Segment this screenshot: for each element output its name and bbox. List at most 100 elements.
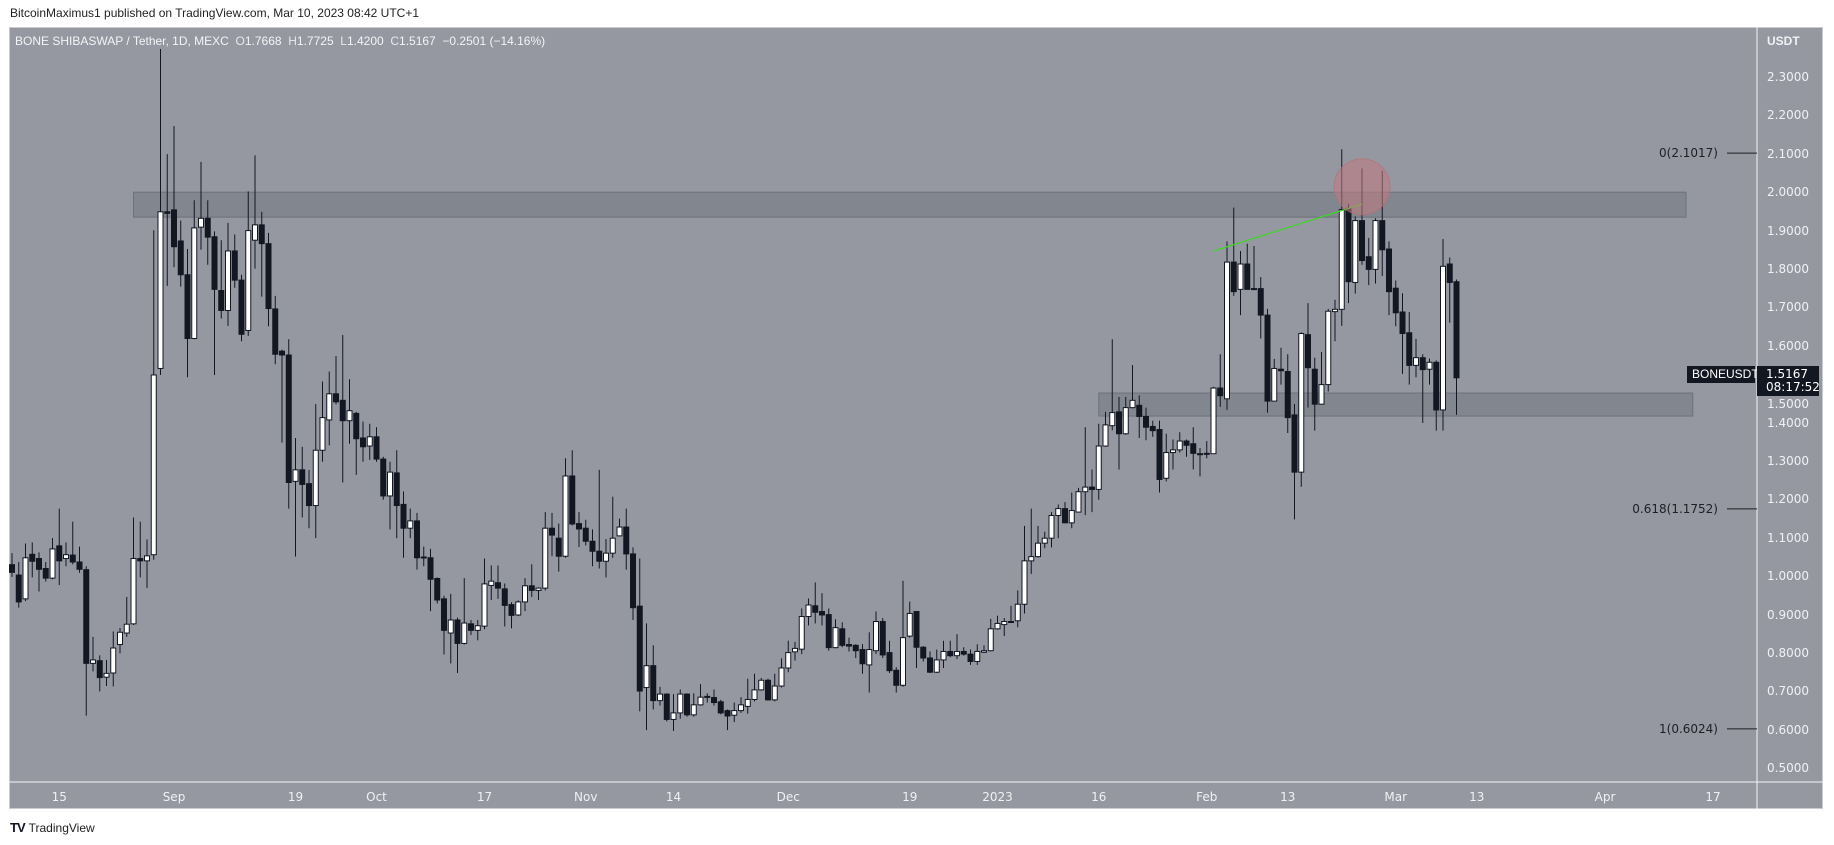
- bull-candle-body: [994, 622, 1001, 630]
- candle: [22, 543, 29, 602]
- bull-candle-body: [987, 628, 994, 652]
- bear-candle-body: [684, 693, 690, 716]
- candle: [1372, 218, 1379, 284]
- bear-candle-body: [1433, 361, 1440, 411]
- candle: [1075, 487, 1082, 513]
- bear-candle-body: [1345, 207, 1352, 283]
- candle: [839, 622, 846, 648]
- candle: [29, 542, 36, 578]
- bull-candle-body: [319, 417, 326, 451]
- candle: [562, 458, 569, 558]
- candle: [609, 496, 616, 558]
- bear-candle-body: [636, 605, 643, 692]
- bear-candle-body: [1453, 281, 1460, 379]
- price-tick-label: 0.8000: [1767, 646, 1809, 660]
- candle: [1102, 411, 1109, 447]
- bear-candle-body: [15, 574, 22, 603]
- candle: [967, 649, 974, 665]
- candle: [218, 240, 225, 319]
- bear-candle-body: [555, 537, 562, 557]
- time-tick-label: Nov: [574, 790, 598, 804]
- bull-candle-body: [933, 659, 940, 673]
- bear-candle-body: [184, 274, 191, 340]
- symbol-name: BONE SHIBASWAP / Tether, 1D, MEXC: [15, 34, 229, 48]
- bear-candle-body: [825, 614, 832, 649]
- symbol-price-tag: BONEUSDT: [1687, 366, 1759, 383]
- candle: [785, 640, 792, 673]
- bull-candle-body: [562, 475, 569, 557]
- candle: [137, 521, 144, 578]
- bear-candle-body: [1089, 486, 1095, 490]
- bear-candle-body: [1230, 261, 1237, 293]
- candle: [272, 295, 279, 365]
- candle: [96, 655, 103, 692]
- candle: [933, 649, 940, 673]
- bull-candle-body: [1203, 452, 1210, 455]
- footer-logo[interactable]: TV TradingView: [10, 820, 95, 835]
- bull-candle-body: [1170, 449, 1176, 454]
- bull-candle-body: [522, 585, 528, 603]
- candle: [508, 602, 515, 629]
- candle: [231, 234, 238, 288]
- candle: [339, 335, 346, 483]
- candle: [225, 222, 231, 326]
- bull-candle-body: [906, 612, 913, 637]
- candle: [1399, 293, 1406, 374]
- bull-candle-body: [461, 622, 468, 644]
- bull-candle-body: [535, 587, 542, 591]
- candle: [474, 619, 481, 641]
- bear-candle-body: [353, 412, 360, 440]
- bull-candle-body: [123, 623, 130, 634]
- candle: [481, 558, 488, 630]
- candle: [819, 593, 825, 626]
- candle: [1305, 303, 1311, 408]
- bear-candle-body: [528, 585, 535, 591]
- candle: [434, 577, 441, 604]
- bull-candle-body: [954, 650, 960, 657]
- candle: [441, 595, 447, 655]
- candle: [123, 596, 130, 637]
- candle: [1332, 299, 1338, 342]
- bull-candle-body: [198, 217, 204, 228]
- bear-candle-body: [859, 649, 866, 665]
- bear-candle-body: [623, 526, 630, 555]
- bull-candle-body: [1095, 445, 1102, 490]
- candle: [1298, 332, 1305, 487]
- candle: [724, 709, 731, 731]
- candle: [1251, 245, 1257, 291]
- candle: [825, 608, 832, 651]
- candle: [758, 677, 765, 691]
- candle: [387, 461, 393, 530]
- candle: [522, 578, 528, 612]
- candle: [603, 538, 609, 578]
- candle: [987, 618, 994, 652]
- horizontal-zone: [133, 191, 1687, 218]
- bull-candle-body: [252, 224, 258, 241]
- candle: [1136, 395, 1143, 438]
- candle: [42, 561, 49, 582]
- price-tick-label: 1.3000: [1767, 454, 1809, 468]
- bull-candle-body: [407, 520, 414, 529]
- candle: [346, 379, 353, 444]
- candle: [555, 523, 562, 572]
- bull-candle-body: [643, 665, 650, 689]
- bull-candle-body: [387, 471, 393, 497]
- bull-candle-body: [1413, 357, 1419, 366]
- candle: [1143, 407, 1149, 441]
- price-tick-label: 1.1000: [1767, 530, 1809, 545]
- candle: [1419, 354, 1426, 423]
- bull-candle-body: [22, 557, 29, 600]
- bull-candle-body: [1102, 424, 1109, 447]
- price-tick-label: 1.8000: [1767, 262, 1809, 276]
- bear-candle-body: [83, 569, 90, 664]
- zones-layer: [133, 191, 1694, 417]
- bear-candle-body: [1392, 287, 1399, 314]
- close-key: C: [390, 34, 400, 48]
- price-tick-label: 1.2000: [1767, 492, 1809, 507]
- bear-candle-body: [1149, 425, 1156, 432]
- price-tick-label: 1.6000: [1767, 338, 1809, 353]
- candle: [56, 508, 63, 586]
- chart-frame[interactable]: [9, 27, 1823, 809]
- bull-candle-body: [940, 650, 947, 661]
